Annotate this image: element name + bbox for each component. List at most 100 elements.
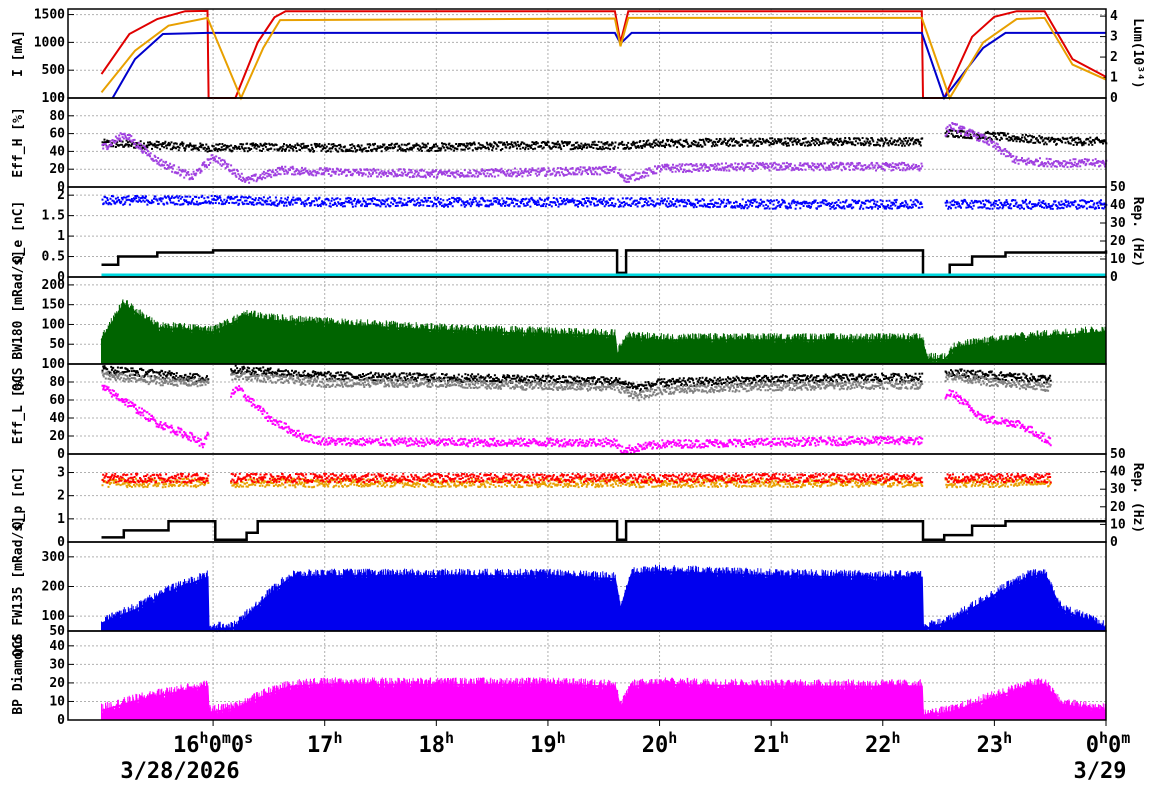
x-tick-unit: h (445, 729, 454, 747)
y-tick-label: 100 (42, 609, 66, 624)
y-tick-label: 20 (49, 676, 65, 691)
y-right-axis-label: Lum(10³⁴) (1130, 18, 1145, 88)
y-right-axis-label: Rep. (Hz) (1130, 463, 1145, 533)
y-tick-label: 150 (42, 298, 66, 313)
panel-bp: 0 10 20 30 40 BP Diamond (11, 630, 1107, 728)
y-right-tick-label: 10 (1110, 252, 1126, 267)
x-date-left: 3/28/2026 (120, 759, 239, 782)
y-axis-label: I [mA] (11, 30, 26, 77)
series-trend-line (101, 570, 1107, 631)
series-scatter-points (101, 477, 1052, 489)
series-scatter-points (101, 128, 1108, 153)
series-scatter-points (101, 371, 1052, 402)
x-tick-label: 0h0m (1086, 729, 1131, 758)
x-tick-label: 16h0m0s (173, 729, 253, 758)
y-tick-label: 0.5 (42, 250, 65, 265)
y-tick-label: 1000 (34, 35, 65, 50)
y-right-tick-label: 4 (1110, 9, 1118, 24)
y-axis-label: Eff_H [%] (11, 107, 26, 177)
y-tick-label: 100 (42, 91, 66, 106)
y-axis-label: BP Diamond (11, 636, 26, 714)
y-right-tick-label: 40 (1110, 465, 1126, 480)
y-tick-label: 0 (57, 180, 65, 195)
x-tick-value: 21 (753, 733, 780, 758)
y-tick-label: 100 (42, 317, 66, 332)
y-tick-label: 0 (57, 447, 65, 462)
panel-frame (67, 630, 1107, 721)
y-tick-label: 80 (49, 109, 65, 124)
x-tick-label: 23h (977, 729, 1013, 758)
series-step-line (101, 519, 1106, 541)
x-tick-value: 18 (419, 733, 446, 758)
y-tick-label: 80 (49, 375, 65, 390)
y-right-tick-label: 2 (1110, 50, 1118, 65)
x-axis: 16h0m0s 17h 18h 19h 20h 21h 22h 23h 0h0m3/28/202… (120, 720, 1131, 784)
y-right-tick-label: 0 (1110, 270, 1118, 285)
y-tick-label: 3 (57, 466, 65, 481)
y-right-tick-label: 50 (1110, 447, 1126, 462)
x-tick-unit: m (222, 729, 231, 747)
x-tick-unit: h (200, 729, 209, 747)
y-tick-label: 0 (57, 535, 65, 550)
y-axis-label: Eff_L [%] (11, 374, 26, 444)
y-tick-label: 500 (42, 63, 66, 78)
y-tick-label: 40 (49, 411, 65, 426)
x-tick-value: 0 (1108, 733, 1121, 758)
x-tick-value: 23 (977, 733, 1004, 758)
series-trend-line (100, 303, 1107, 361)
y-right-tick-label: 20 (1110, 500, 1126, 515)
x-tick-unit: h (1003, 729, 1012, 747)
y-tick-label: 300 (42, 550, 66, 565)
y-axis-label: Q_p [nC] (11, 467, 26, 530)
panel-effH: 0 20 40 60 80 100 Eff_H [%] (11, 91, 1108, 195)
x-tick-label: 20h (642, 729, 678, 758)
x-tick-label: 18h (419, 729, 455, 758)
y-tick-label: 60 (49, 393, 65, 408)
y-tick-label: 200 (42, 580, 66, 595)
y-tick-label: 50 (49, 624, 65, 639)
series-trend-line (101, 683, 1107, 718)
y-axis-label: Q_e [nC] (11, 201, 26, 264)
series-area (101, 564, 1107, 633)
x-tick-label: 21h (753, 729, 789, 758)
y-tick-label: 2 (57, 489, 65, 504)
y-tick-label: 1.5 (42, 209, 65, 224)
x-tick-value: 22 (865, 733, 892, 758)
y-tick-label: 40 (49, 639, 65, 654)
x-tick-value: 16 (173, 733, 200, 758)
y-tick-label: 50 (49, 337, 65, 352)
y-right-tick-label: 10 (1110, 517, 1126, 532)
y-right-tick-label: 0 (1110, 535, 1118, 550)
x-tick-unit: h (892, 729, 901, 747)
series-step-line (101, 249, 1108, 277)
y-right-tick-label: 30 (1110, 216, 1126, 231)
x-tick-label: 19h (530, 729, 566, 758)
y-tick-label: 1 (57, 512, 65, 527)
y-tick-label: 10 (49, 694, 65, 709)
series-scatter-points (101, 194, 1108, 210)
x-tick-unit: h (780, 729, 789, 747)
y-right-tick-label: 20 (1110, 234, 1126, 249)
panel-bw180: 50 100 150 200 QCS BW180 [mRad/s] (11, 250, 1107, 391)
x-tick-label: 22h (865, 729, 901, 758)
x-tick-value: 0 (209, 733, 222, 758)
y-right-tick-label: 0 (1110, 91, 1118, 106)
series-scatter-points (101, 384, 1052, 455)
y-right-tick-label: 1 (1110, 71, 1118, 86)
x-tick-label: 17h (307, 729, 343, 758)
x-tick-value: 0 (1086, 733, 1099, 758)
y-axis-label: QCS FW135 [mRad/s] (11, 516, 26, 657)
y-tick-label: 1500 (34, 8, 65, 23)
y-tick-label: 60 (49, 127, 65, 142)
x-tick-value: 19 (530, 733, 557, 758)
series-line (100, 16, 1107, 101)
panel-effL: 0 20 40 60 80 100 Eff_L [%] (11, 357, 1107, 462)
series-area (101, 299, 1107, 364)
y-tick-label: 20 (49, 429, 65, 444)
series-line (100, 9, 1107, 99)
y-tick-label: 40 (49, 144, 65, 159)
